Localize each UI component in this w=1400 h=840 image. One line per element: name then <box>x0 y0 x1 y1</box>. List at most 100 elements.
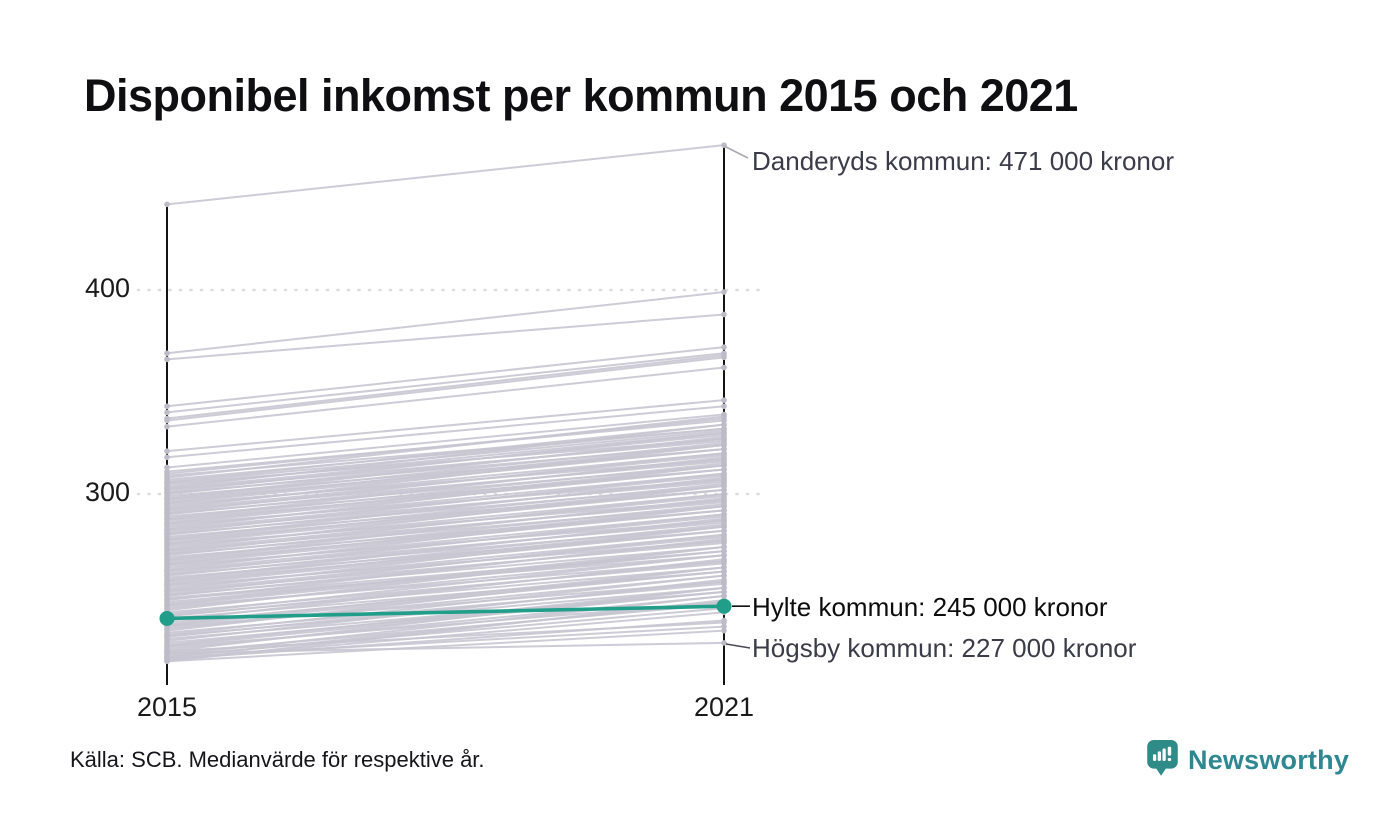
hogsby-annotation-connector <box>725 643 751 649</box>
chart-title: Disponibel inkomst per kommun 2015 och 2… <box>84 70 1078 121</box>
endpoint-dot-2015 <box>164 409 170 416</box>
slope-line <box>166 291 725 355</box>
slope-line <box>166 578 725 642</box>
slope-line <box>166 503 725 562</box>
endpoint-dot-2015 <box>164 201 170 208</box>
endpoint-dot-2021 <box>721 640 727 646</box>
slope-line <box>166 595 725 657</box>
endpoint-dot-2021 <box>721 364 727 371</box>
slope-line <box>166 464 725 524</box>
endpoint-dot-2015 <box>164 557 170 564</box>
bar-1 <box>1152 754 1157 761</box>
endpoint-dot-2015 <box>164 417 170 424</box>
y-axis-tick-300: 300 <box>84 477 130 507</box>
slope-line <box>166 497 725 561</box>
endpoint-dot-2021 <box>721 552 727 558</box>
slope-line <box>166 546 725 596</box>
endpoint-dot-2021 <box>721 589 727 595</box>
endpoint-dot-2021 <box>721 311 727 318</box>
endpoint-dot-2021 <box>721 593 727 599</box>
slope-line <box>166 546 725 606</box>
annotation-danderyd: Danderyds kommun: 471 000 kronor <box>752 146 1175 176</box>
newsworthy-speech-bubble-chart-icon <box>1147 739 1178 776</box>
endpoint-dot-2015 <box>164 581 170 588</box>
highlight-dot-2021 <box>716 598 732 614</box>
endpoint-dot-2021 <box>721 466 727 473</box>
endpoint-dot-2021 <box>721 534 727 540</box>
slope-line <box>166 529 725 586</box>
slope-line <box>166 535 725 592</box>
slope-line <box>166 621 725 653</box>
endpoint-dot-2015 <box>164 403 170 410</box>
endpoint-dot-2021 <box>721 627 727 634</box>
endpoint-dot-2021 <box>721 432 727 438</box>
endpoint-dot-2021 <box>721 544 727 550</box>
endpoint-dot-2021 <box>721 289 727 295</box>
bar-3 <box>1162 748 1166 761</box>
endpoint-dot-2015 <box>164 561 170 568</box>
endpoint-dot-2015 <box>164 423 170 430</box>
endpoint-dot-2021 <box>721 460 727 467</box>
brand-logo: Newsworthy <box>1146 739 1349 781</box>
slope-line <box>166 468 725 525</box>
slope-line <box>166 554 725 601</box>
slope-line <box>166 607 725 658</box>
slope-line <box>166 399 725 453</box>
annotation-hogsby: Högsby kommun: 227 000 kronor <box>752 633 1137 663</box>
endpoint-dot-2015 <box>164 490 170 496</box>
endpoint-dot-2015 <box>164 596 170 602</box>
slope-line <box>166 554 725 616</box>
endpoint-dot-2021 <box>721 619 727 626</box>
slope-line <box>166 352 725 414</box>
endpoint-dot-2015 <box>164 479 170 486</box>
endpoint-dot-2021 <box>721 413 727 420</box>
endpoint-dot-2021 <box>721 397 727 403</box>
endpoint-dot-2015 <box>164 588 170 594</box>
endpoint-dot-2015 <box>164 643 170 649</box>
endpoint-dot-2015 <box>164 602 170 608</box>
endpoint-dot-2015 <box>164 648 170 654</box>
endpoint-dot-2015 <box>164 486 170 492</box>
endpoint-dot-2015 <box>164 537 170 543</box>
endpoint-dot-2021 <box>721 564 727 571</box>
slope-line <box>166 476 725 540</box>
endpoint-dot-2015 <box>164 571 170 578</box>
x-axis-label-2015: 2015 <box>136 692 198 722</box>
slope-line <box>166 474 725 531</box>
slope-line <box>166 433 725 490</box>
endpoint-dot-2021 <box>721 513 727 520</box>
endpoint-dot-2021 <box>721 403 727 410</box>
endpoint-dot-2021 <box>721 521 727 528</box>
endpoint-dot-2015 <box>164 356 170 363</box>
slope-line <box>166 427 725 481</box>
slope-line <box>166 313 725 361</box>
slope-line <box>166 435 725 500</box>
slope-line <box>166 629 725 663</box>
slope-line <box>166 590 725 647</box>
slope-line <box>166 456 725 520</box>
slope-line <box>166 417 725 475</box>
slope-line <box>166 566 725 617</box>
endpoint-dot-2021 <box>721 527 727 534</box>
endpoint-dot-2015 <box>164 496 170 502</box>
highlight-slope-line <box>166 604 725 621</box>
endpoint-dot-2015 <box>164 547 170 553</box>
slope-line <box>166 484 725 544</box>
slope-line <box>166 550 725 607</box>
endpoint-dot-2021 <box>721 548 727 554</box>
exclamation-bar <box>1167 746 1172 756</box>
slope-line <box>166 413 725 469</box>
slope-line <box>166 515 725 572</box>
endpoint-dot-2015 <box>164 632 170 639</box>
slope-line <box>166 454 725 511</box>
endpoint-dot-2021 <box>721 487 727 493</box>
brand-name: Newsworthy <box>1188 744 1350 775</box>
endpoint-dot-2015 <box>164 577 170 584</box>
slope-line <box>166 517 725 581</box>
highlight-dot-2015 <box>159 610 175 626</box>
endpoint-dot-2021 <box>721 568 727 575</box>
endpoint-dot-2021 <box>721 427 727 434</box>
endpoint-dot-2021 <box>721 576 727 583</box>
slope-line <box>166 423 725 483</box>
